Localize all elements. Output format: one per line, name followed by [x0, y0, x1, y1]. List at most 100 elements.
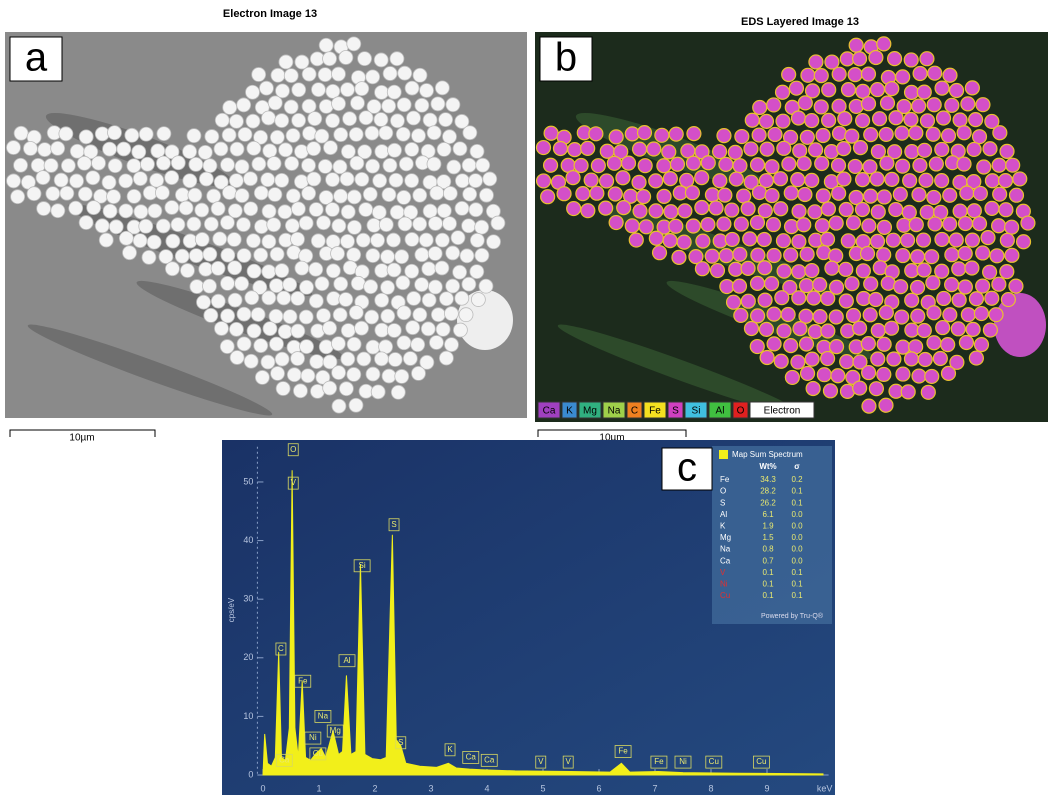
fiber	[871, 234, 885, 248]
fiber	[387, 233, 401, 247]
fiber	[388, 353, 402, 367]
fiber	[685, 186, 699, 200]
fiber	[784, 186, 798, 200]
fiber	[259, 81, 273, 95]
fiber	[686, 156, 700, 170]
fiber	[277, 291, 291, 305]
fiber	[823, 384, 837, 398]
fiber	[397, 190, 411, 204]
fiber	[254, 186, 268, 200]
fiber	[905, 85, 919, 99]
x-tick-label: 8	[708, 783, 713, 793]
fiber	[885, 321, 899, 335]
fiber	[912, 369, 926, 383]
peak-label: Ni	[309, 733, 317, 742]
fiber	[460, 249, 474, 263]
weight-percent: 0.8	[762, 545, 774, 554]
fiber	[873, 112, 887, 126]
fiber	[775, 291, 789, 305]
fiber	[293, 384, 307, 398]
fiber	[291, 232, 305, 246]
fiber	[841, 234, 855, 248]
fiber	[902, 205, 916, 219]
fiber	[952, 262, 966, 276]
fiber	[798, 188, 812, 202]
fiber	[649, 231, 663, 245]
fiber	[374, 53, 388, 67]
fiber	[768, 127, 782, 141]
fiber	[383, 66, 397, 80]
fiber	[983, 142, 997, 156]
fiber	[927, 306, 941, 320]
fiber	[943, 308, 957, 322]
sigma: 0.1	[791, 487, 803, 496]
fiber	[367, 218, 381, 232]
fiber	[974, 307, 988, 321]
fiber	[782, 68, 796, 82]
fiber	[751, 158, 765, 172]
x-tick-label: 3	[428, 783, 433, 793]
fiber	[286, 189, 300, 203]
fiber	[889, 203, 903, 217]
fiber	[869, 51, 883, 65]
fiber	[879, 127, 893, 141]
fiber	[733, 279, 747, 293]
fiber	[855, 203, 869, 217]
fiber	[664, 205, 678, 219]
fiber	[237, 98, 251, 112]
fiber	[877, 37, 891, 51]
table-title: Map Sum Spectrum	[732, 450, 803, 459]
fiber	[965, 261, 979, 275]
fiber	[733, 159, 747, 173]
fiber	[945, 278, 959, 292]
fiber	[929, 157, 943, 171]
fiber	[78, 187, 92, 201]
fiber	[918, 353, 932, 367]
fiber	[223, 100, 237, 114]
fiber	[119, 231, 133, 245]
fiber	[589, 127, 603, 141]
fiber	[6, 141, 20, 155]
fiber	[387, 323, 401, 337]
fiber	[829, 310, 843, 324]
fiber	[405, 264, 419, 278]
fiber	[870, 172, 884, 186]
fiber	[759, 114, 773, 128]
fiber	[317, 216, 331, 230]
fiber	[436, 322, 450, 336]
fiber	[364, 280, 378, 294]
fiber	[757, 233, 771, 247]
fiber	[479, 279, 493, 293]
fiber	[815, 219, 829, 233]
fiber	[331, 67, 345, 81]
fiber	[230, 142, 244, 156]
fiber	[797, 157, 811, 171]
fiber	[833, 126, 847, 140]
fiber	[189, 249, 203, 263]
fiber	[431, 97, 445, 111]
fiber	[284, 69, 298, 83]
fiber	[147, 235, 161, 249]
fiber	[463, 126, 477, 140]
fiber	[751, 309, 765, 323]
fiber	[937, 291, 951, 305]
fiber	[649, 204, 663, 218]
x-tick-label: 0	[260, 783, 265, 793]
fiber	[936, 321, 950, 335]
fiber	[958, 216, 972, 230]
fiber	[584, 173, 598, 187]
fiber	[894, 280, 908, 294]
fiber	[741, 202, 755, 216]
fiber	[957, 157, 971, 171]
fiber	[300, 340, 314, 354]
fiber	[347, 248, 361, 262]
element: Mg	[720, 533, 731, 542]
fiber	[935, 174, 949, 188]
fiber	[365, 126, 379, 140]
fiber	[332, 97, 346, 111]
fiber	[965, 81, 979, 95]
fiber	[54, 173, 68, 187]
fiber	[983, 265, 997, 279]
fiber	[933, 351, 947, 365]
fiber	[439, 351, 453, 365]
